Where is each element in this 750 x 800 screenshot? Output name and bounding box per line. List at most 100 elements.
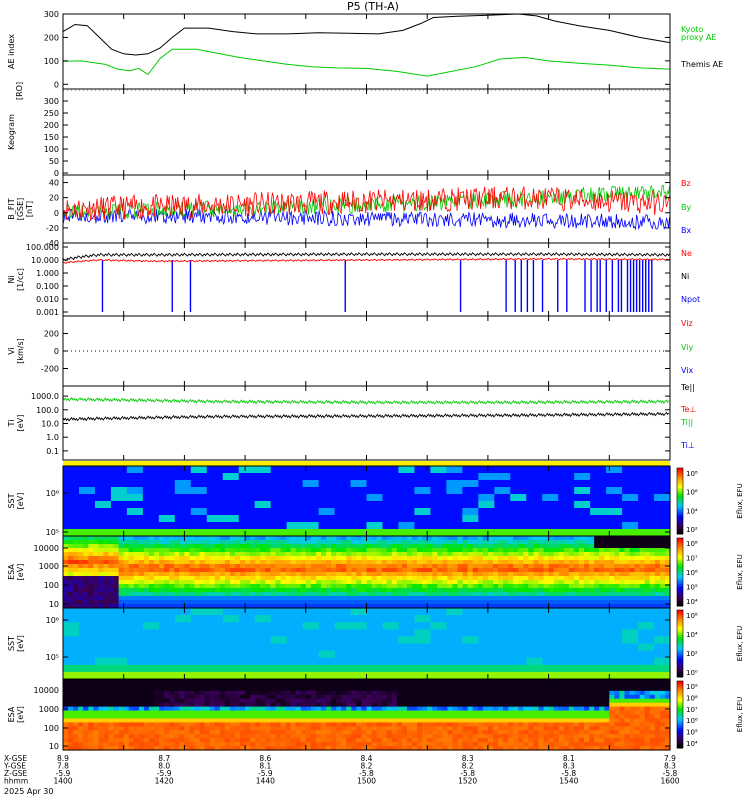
esa-ion-cell [457, 560, 464, 565]
esa-elec-cell [68, 718, 74, 723]
esa-elec-cell [305, 738, 312, 743]
esa-ion-cell [341, 588, 347, 593]
esa-ion-cell [245, 548, 251, 553]
esa-elec-cell [487, 679, 494, 684]
esa-ion-cell [174, 576, 180, 581]
esa-ion-cell [336, 576, 342, 581]
esa-ion-cell [584, 588, 590, 593]
esa-ion-cell [452, 588, 459, 593]
esa-ion-cell [174, 592, 180, 597]
esa-ion-cell [401, 552, 408, 557]
esa-ion-cell [432, 592, 438, 597]
esa-ion-cell [133, 564, 140, 569]
esa-ion-cell [406, 548, 413, 553]
esa-elec-cell [518, 694, 524, 700]
esa-ion-cell [63, 552, 69, 557]
esa-elec-cell [609, 710, 615, 716]
esa-ion-cell [315, 604, 322, 609]
sst-ion-cell [606, 480, 623, 488]
esa-ion-cell [305, 600, 312, 605]
esa-ion-cell [285, 596, 292, 601]
esa-ion-cell [437, 584, 443, 589]
esa-elec-cell [396, 690, 403, 696]
esa-elec-cell [477, 706, 484, 712]
sst-ion-cell [462, 487, 479, 495]
esa-ion-cell [417, 540, 423, 545]
esa-ion-cell [169, 576, 175, 581]
esa-ion-cell [568, 604, 575, 609]
esa-ion-cell [300, 564, 307, 569]
esa-ion-cell [401, 560, 408, 565]
esa-elec-cell [73, 702, 79, 708]
esa-elec-cell [103, 698, 110, 704]
esa-elec-cell [229, 690, 236, 696]
sst-ion-cell [622, 466, 639, 474]
esa-ion-colorbar-cell [677, 555, 683, 558]
esa-elec-cell [472, 718, 479, 723]
sst-ion-colorbar-cell [677, 527, 683, 530]
esa-elec-cell [371, 690, 378, 696]
esa-elec-cell [457, 734, 464, 739]
esa-elec-cell [427, 726, 433, 731]
esa-elec-cell [123, 714, 130, 720]
esa-ion-cell [320, 544, 327, 549]
esa-elec-cell [351, 686, 357, 692]
esa-elec-cell [326, 694, 332, 700]
esa-elec-cell [234, 730, 241, 735]
esa-ion-cell [442, 536, 449, 541]
esa-ion-cell [452, 552, 459, 557]
esa-ion-cell [437, 556, 443, 561]
sst-ion-cell [110, 501, 128, 509]
esa-elec-cell [83, 738, 89, 743]
esa-ion-cell [482, 540, 489, 545]
esa-ion-cell [143, 548, 150, 553]
esa-ion-cell [194, 576, 201, 581]
esa-elec-cell [467, 738, 474, 743]
esa-elec-cell [154, 734, 160, 739]
esa-ion-cell [73, 600, 79, 605]
esa-ion-cell [295, 576, 302, 581]
sst-elec-cell [78, 636, 96, 645]
esa-elec-cell [366, 718, 373, 723]
esa-ion-cell [224, 572, 231, 577]
esa-ion-cell [245, 576, 251, 581]
esa-ion-cell [148, 536, 155, 541]
esa-elec-cell [118, 734, 125, 739]
esa-ion-cell [568, 568, 575, 573]
esa-ion-cell [528, 572, 535, 577]
esa-elec-cell [452, 738, 459, 743]
esa-ion-cell [477, 540, 484, 545]
esa-ion-cell [381, 556, 388, 561]
esa-ion-cell [356, 600, 363, 605]
esa-ion-cell [391, 588, 398, 593]
esa-ion-cell [229, 600, 236, 605]
esa-ion-cell [513, 604, 519, 609]
esa-elec-cell [113, 682, 120, 688]
esa-ion-cell [123, 536, 130, 541]
esa-ion-cell [184, 564, 191, 569]
esa-ion-cell [255, 552, 261, 557]
sst-ion-cell [174, 487, 192, 495]
esa-ion-cell [472, 600, 479, 605]
esa-elec-cell [376, 690, 383, 696]
sst-elec-colorbar-cell [677, 660, 683, 663]
esa-elec-cell [118, 730, 125, 735]
esa-elec-cell [437, 730, 443, 735]
esa-ion-cell [123, 552, 130, 557]
esa-ion-cell [452, 556, 459, 561]
esa-elec-cell [523, 686, 529, 692]
esa-elec-cell [143, 714, 150, 720]
sst-elec-cell [126, 615, 144, 623]
esa-ion-cell [209, 576, 216, 581]
esa-elec-cell [371, 706, 378, 712]
esa-elec-cell [331, 702, 337, 708]
esa-elec-cell [336, 694, 342, 700]
esa-ion-cell [604, 600, 610, 605]
sst-elec-cell [366, 636, 384, 645]
esa-ion-cell [164, 596, 170, 601]
esa-elec-cell [599, 738, 605, 743]
esa-elec-cell [245, 726, 251, 731]
sst-ion-cell [398, 494, 416, 502]
esa-elec-cell [214, 726, 221, 731]
sst-elec-cell [574, 643, 591, 652]
